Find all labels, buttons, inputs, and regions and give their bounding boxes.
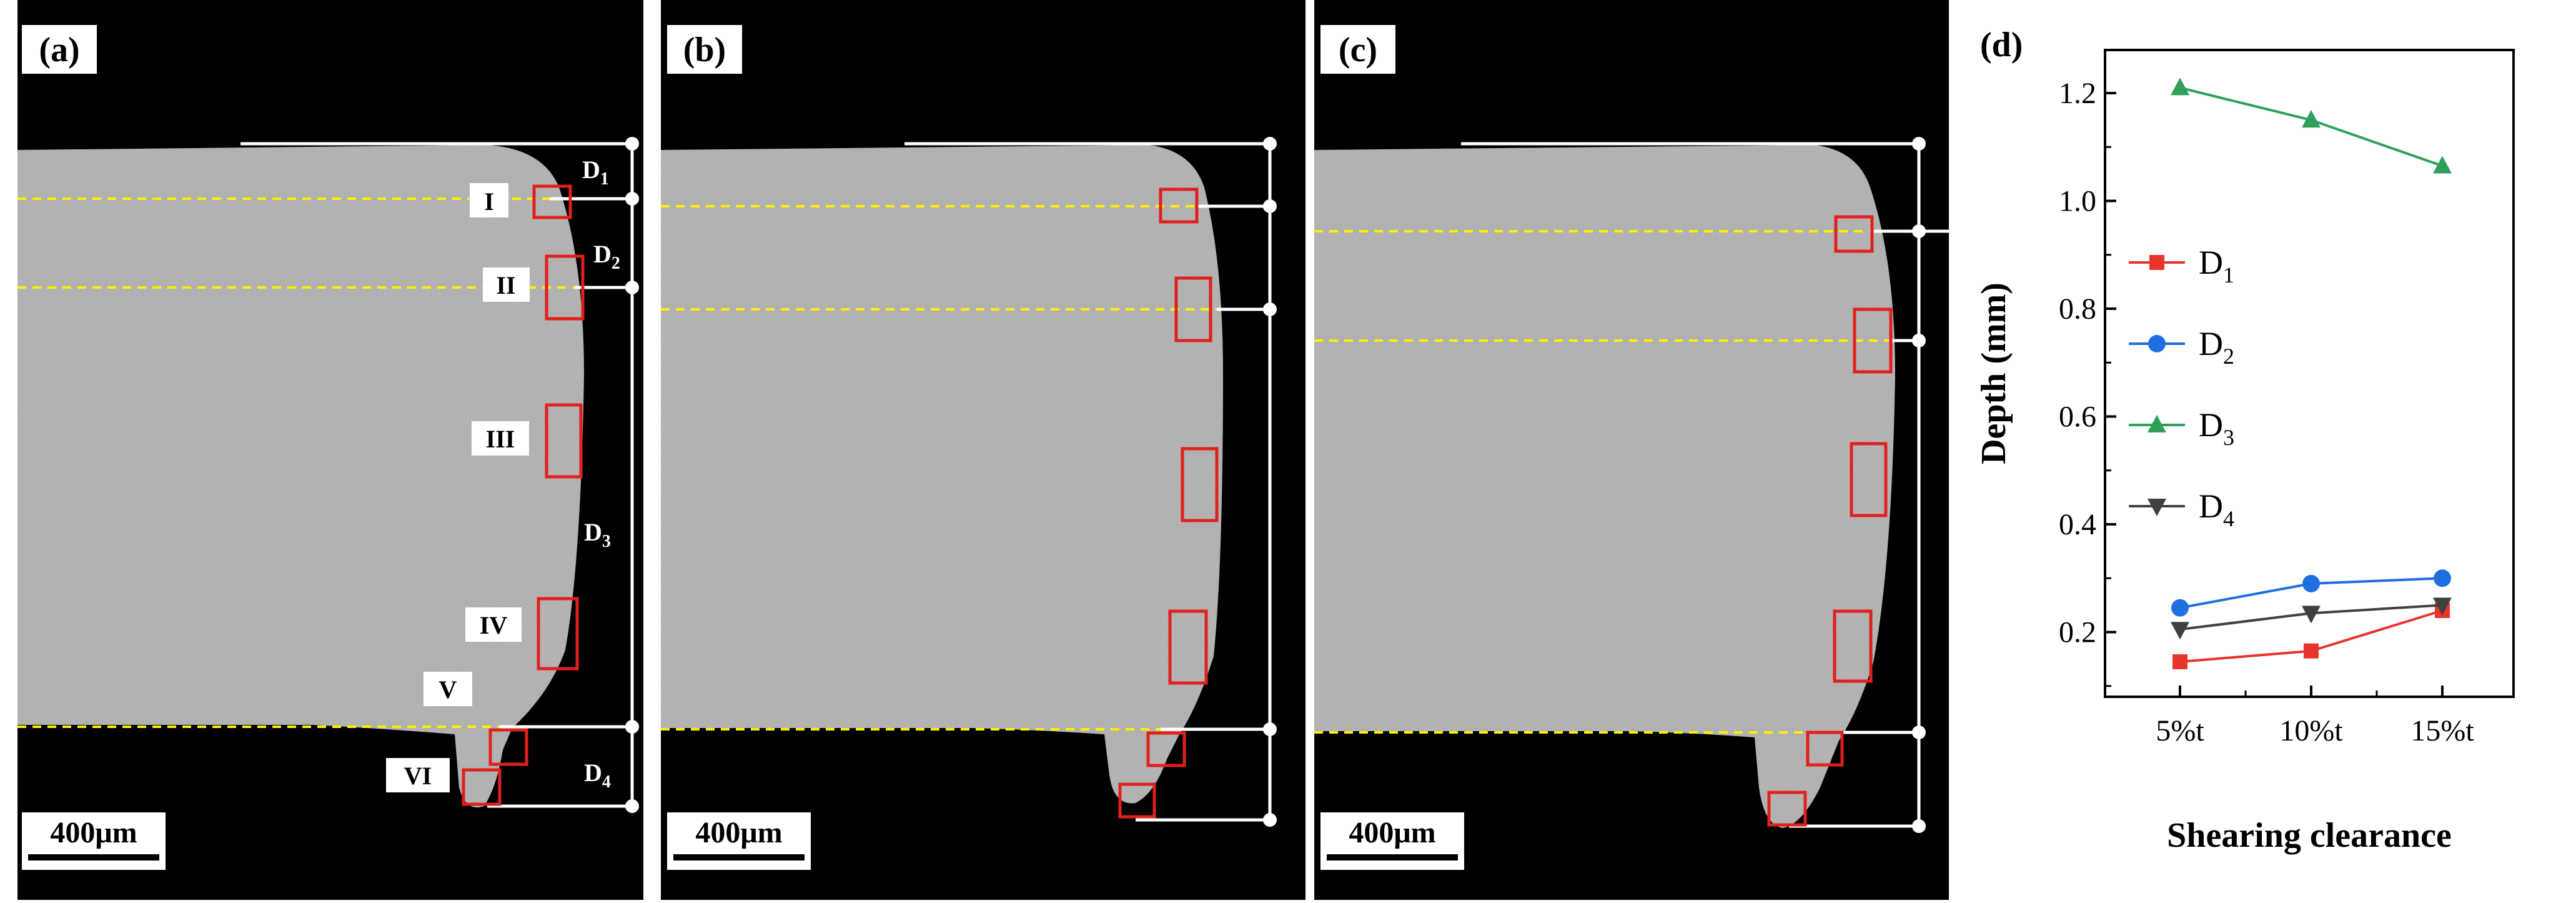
region-boxes-b <box>1118 187 1219 819</box>
data-point-triangle-up <box>2171 77 2189 96</box>
micrograph-a-svg: I II III IV V VI D1 D2 D3 D4 (a) 400μm <box>17 0 643 900</box>
data-point-triangle-up <box>2433 156 2452 174</box>
region-label-5: V <box>439 676 457 704</box>
region-label-1: I <box>484 187 494 216</box>
panel-label-box-b <box>667 25 742 74</box>
data-point-circle <box>2171 599 2189 617</box>
depth-label-d3: D3 <box>584 518 611 551</box>
y-tick-label: 1.0 <box>2059 185 2096 218</box>
legend-label-name: D <box>2199 487 2223 525</box>
depth-label-d2: D2 <box>593 240 620 273</box>
data-point-circle <box>2302 574 2320 592</box>
region-label-box-5 <box>424 672 472 706</box>
y-axis-label: Depth (mm) <box>1974 282 2013 464</box>
micrograph-b-svg: (b) 400μm <box>661 0 1305 900</box>
x-axis-label: Shearing clearance <box>2167 816 2452 855</box>
data-point-square <box>2149 255 2164 270</box>
legend-label-name: D <box>2199 325 2223 362</box>
dim-dots-b <box>1263 137 1277 827</box>
legend-label: D1 <box>2199 244 2234 287</box>
grain-texture-b <box>661 145 1223 804</box>
legend-label: D2 <box>2199 325 2234 369</box>
data-point-circle <box>2148 335 2166 352</box>
data-point-triangle-down <box>2147 499 2166 516</box>
legend-label-sub: 3 <box>2223 425 2234 450</box>
region-boxes-a <box>462 184 585 806</box>
panel-label-c: (c) <box>1339 31 1377 69</box>
depth-label-d4: D4 <box>584 759 611 792</box>
micrograph-panel-a: I II III IV V VI D1 D2 D3 D4 (a) 400μm <box>0 0 643 900</box>
depth-chart-panel-d: (d) Depth (mm) Shearing clearance 0.2 0.4… <box>1949 0 2576 900</box>
region-label-4: IV <box>480 611 508 639</box>
region-label-box-3 <box>472 421 529 456</box>
grain-texture-a <box>17 145 584 807</box>
data-point-square <box>2172 654 2187 669</box>
micrograph-c-svg: (c) 400μm <box>1314 0 1949 900</box>
micrograph-panel-b: (b) 400μm <box>661 0 1305 900</box>
panel-label-d: (d) <box>1980 26 2023 64</box>
legend-label-sub: 4 <box>2223 506 2234 531</box>
x-tick-label: 10%t <box>2279 714 2343 747</box>
scale-bar-label-a: 400μm <box>50 816 137 849</box>
region-label-box-4 <box>465 607 522 642</box>
data-point-triangle-down <box>2433 597 2452 616</box>
grain-texture-c <box>1314 145 1895 828</box>
y-tick-label: 0.6 <box>2059 401 2096 434</box>
panel-label-box-a <box>22 25 97 74</box>
region-label-3: III <box>486 425 515 453</box>
data-point-triangle-down <box>2171 622 2189 640</box>
data-point-triangle-down <box>2302 606 2321 624</box>
region-label-6: VI <box>404 762 432 790</box>
micrograph-panel-c: (c) 400μm <box>1314 0 1949 900</box>
scale-bar-label-b: 400μm <box>695 816 782 849</box>
data-point-triangle-up <box>2147 415 2166 432</box>
legend-label-name: D <box>2199 244 2223 281</box>
plot-frame <box>2104 49 2515 698</box>
data-point-square <box>2304 643 2319 659</box>
legend-label: D4 <box>2199 487 2234 531</box>
region-label-box-1 <box>470 183 508 217</box>
data-point-triangle-up <box>2302 110 2321 128</box>
y-tick-label: 0.4 <box>2059 508 2096 541</box>
data-point-circle <box>2434 569 2451 587</box>
region-label-box-6 <box>386 758 450 792</box>
panel-label-b: (b) <box>683 31 726 69</box>
legend-label-name: D <box>2199 406 2223 444</box>
depth-label-d1: D1 <box>582 156 609 189</box>
dim-dots-c <box>1912 137 1926 833</box>
y-tick-label: 1.2 <box>2059 77 2096 110</box>
dim-dots-a <box>625 137 639 813</box>
x-tick-label: 5%t <box>2156 714 2204 747</box>
region-label-box-2 <box>483 267 530 302</box>
legend-label-sub: 1 <box>2223 262 2234 287</box>
x-ticks: 5%t 10%t 15%t <box>2156 686 2474 747</box>
scale-bar-label-c: 400μm <box>1349 816 1435 849</box>
region-boxes-c <box>1767 215 1893 827</box>
series-layer <box>2171 77 2452 669</box>
y-ticks: 0.2 0.4 0.6 0.8 1.0 1.2 <box>2059 77 2116 687</box>
legend-label: D3 <box>2199 406 2234 450</box>
panel-label-box-c <box>1320 25 1395 74</box>
legend-label-sub: 2 <box>2223 344 2234 369</box>
x-tick-label: 15%t <box>2410 714 2474 747</box>
region-label-2: II <box>496 271 515 299</box>
depth-chart-svg: (d) Depth (mm) Shearing clearance 0.2 0.4… <box>1974 26 2515 855</box>
y-tick-label: 0.8 <box>2059 292 2096 326</box>
y-tick-label: 0.2 <box>2059 616 2096 649</box>
panel-label-a: (a) <box>39 31 79 69</box>
